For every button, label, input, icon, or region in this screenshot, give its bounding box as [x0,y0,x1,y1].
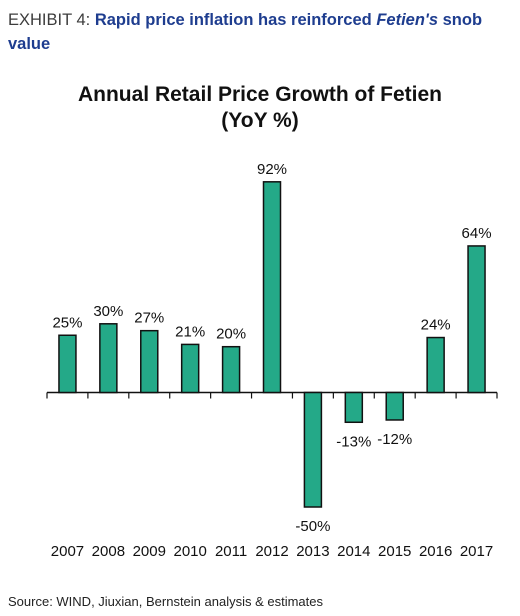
x-tick-label-2012: 2012 [255,543,288,560]
bar-2009 [140,329,159,394]
bar-2012 [262,181,282,394]
x-tick-label-2015: 2015 [378,543,411,560]
data-label-2009: 27% [134,310,164,327]
x-tick-label-2011: 2011 [215,543,247,560]
exhibit-title: Rapid price inflation has reinforced Fet… [8,11,482,53]
bar-2013 [303,391,323,508]
data-label-2015: -12% [377,431,412,448]
data-label-2017: 64% [462,225,492,242]
exhibit-title-end: snob value [8,11,483,53]
chart-title-line2: (YoY %) [221,109,299,132]
x-tick-label-2014: 2014 [337,543,370,560]
bar-2010 [180,343,200,394]
data-label-2008: 30% [93,303,123,320]
bar-2016 [426,336,445,394]
source-note: Source: WIND, Jiuxian, Bernstein analysi… [8,594,324,609]
bar-2008 [99,323,118,394]
exhibit-caption: EXHIBIT 4: Rapid price inflation has rei… [8,8,508,56]
data-label-2016: 24% [421,317,451,334]
bar-2014 [344,391,364,424]
x-tick-label-2017: 2017 [460,543,493,560]
data-label-2014: -13% [336,433,371,450]
data-label-2011: 20% [216,326,246,343]
exhibit-label: EXHIBIT 4: [8,11,91,29]
data-label-2010: 21% [175,323,205,340]
bar-2017 [467,245,486,394]
x-tick-label-2007: 2007 [51,543,84,560]
data-label-2007: 25% [52,314,82,331]
chart-title: Annual Retail Price Growth of Fetien (Yo… [0,82,520,134]
x-tick-label-2010: 2010 [173,543,206,560]
x-tick-label-2013: 2013 [296,543,329,560]
bar-2015 [385,391,404,421]
bar-2007 [58,334,77,394]
x-tick-label-2008: 2008 [92,543,125,560]
chart-title-line1: Annual Retail Price Growth of Fetien [77,83,443,106]
x-tick-label-2009: 2009 [133,543,166,560]
exhibit-title-start: Rapid price inflation has reinforced [94,11,372,29]
exhibit-title-brand: Fetien's [376,11,439,29]
bar-2011 [221,345,241,394]
data-label-2012: 92% [257,161,287,178]
x-tick-label-2016: 2016 [419,543,452,560]
data-label-2013: -50% [295,518,330,535]
